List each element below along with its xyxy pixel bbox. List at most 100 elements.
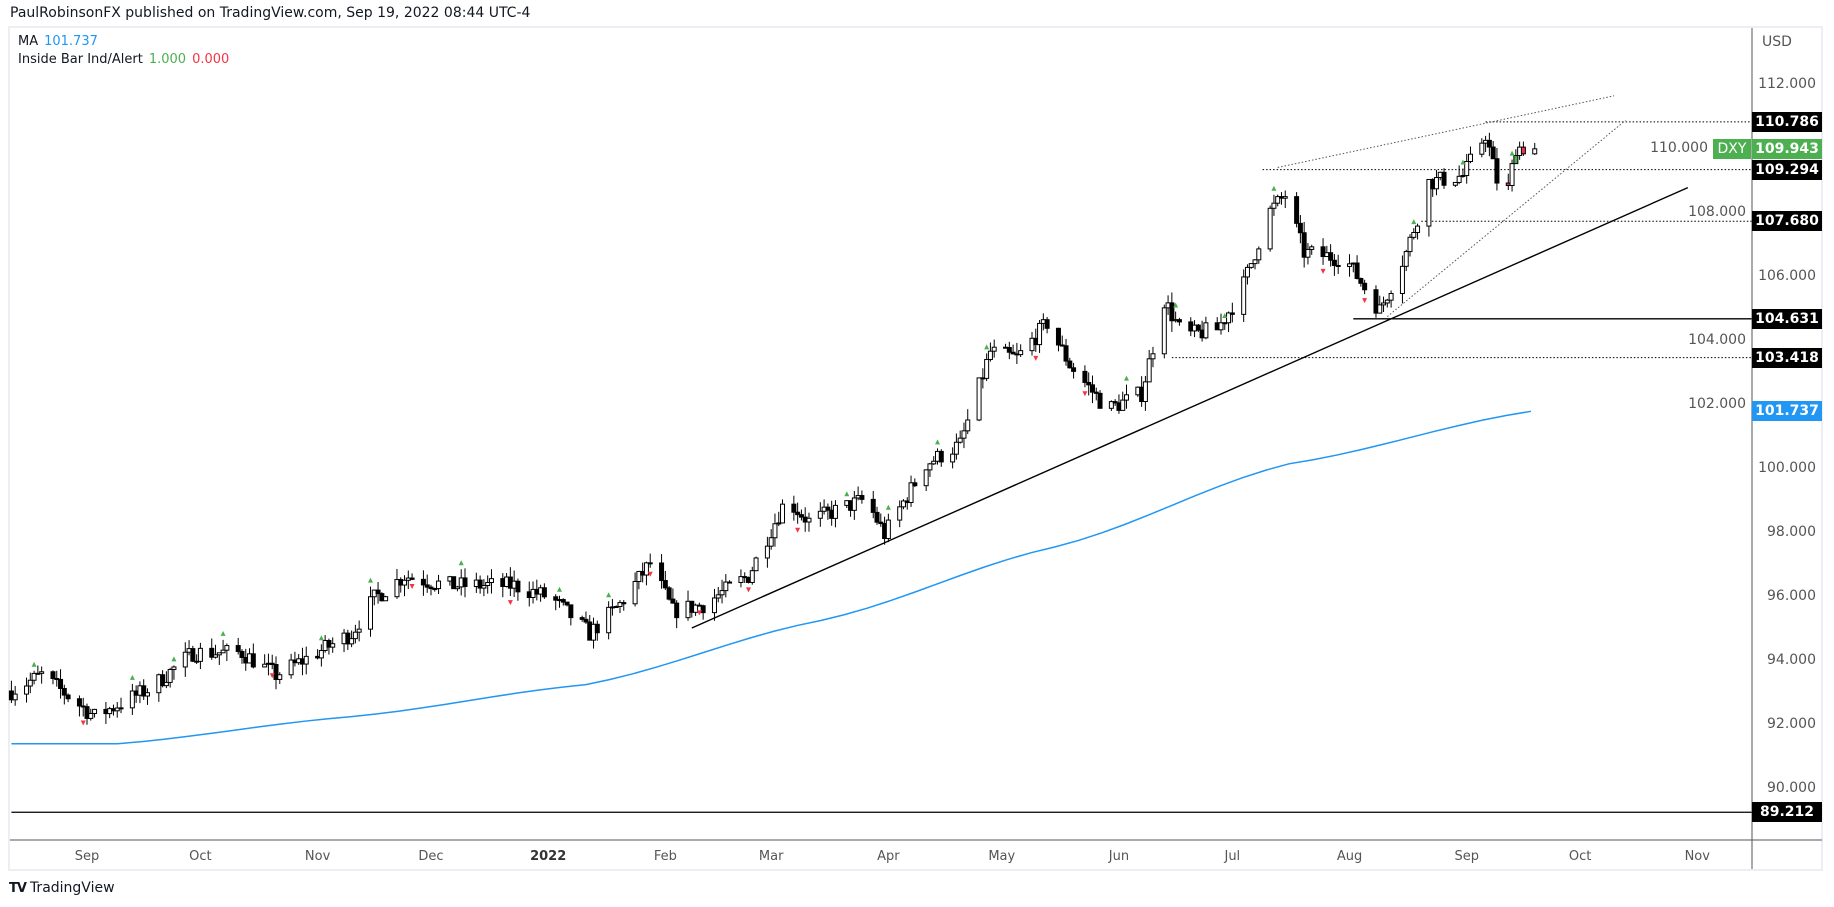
candle-up (1037, 322, 1043, 346)
x-tick-label: Dec (418, 849, 443, 864)
candle-down (50, 671, 56, 680)
candle-up (719, 590, 725, 596)
candle-down (583, 618, 589, 623)
y-tick-label: 102.000 (1688, 396, 1746, 412)
inside-bar-up-marker-icon (935, 439, 940, 445)
x-tick-label: Oct (1569, 849, 1591, 864)
candle-up (1464, 161, 1470, 177)
inside-bar-up-marker-icon (984, 344, 990, 350)
candle-up (171, 666, 177, 670)
candle-down (451, 576, 457, 590)
candle-up (749, 570, 755, 583)
x-tick-label: Jul (1223, 849, 1240, 864)
candle-up (1309, 246, 1315, 250)
inside-bar-up-marker-icon (885, 504, 891, 510)
inside-bar-up-marker-icon (1222, 312, 1228, 318)
tradingview-logo[interactable]: TV TradingView (9, 880, 115, 896)
inside-bar-up-marker-icon (318, 635, 324, 641)
y-tick-label: 110.000 (1650, 140, 1708, 156)
candle-up (764, 545, 770, 559)
candle-up (224, 645, 230, 651)
candle-down (541, 587, 547, 598)
price-label-110.786: 110.786 (1752, 111, 1822, 132)
inside-bar-up-marker-icon (220, 630, 226, 636)
candle-down (76, 698, 82, 707)
inside-bar-down-marker-icon (1320, 268, 1326, 274)
candle-up (182, 651, 188, 668)
x-tick-label: Sep (75, 849, 100, 864)
inside-bar-up-marker-icon (1124, 375, 1129, 381)
x-tick-label: Sep (1454, 849, 1479, 864)
candle-up (1467, 153, 1473, 163)
candle-up (39, 671, 45, 674)
candle-down (1169, 302, 1175, 322)
candle-down (1071, 367, 1077, 372)
candle-up (27, 679, 33, 687)
candle-down (594, 623, 600, 634)
candle-up (1381, 302, 1387, 306)
candle-down (1354, 262, 1360, 279)
candle-down (375, 589, 381, 595)
inside-bar-up-marker-icon (171, 656, 177, 662)
candle-down (874, 511, 880, 523)
candle-up (1161, 307, 1167, 355)
candle-up (606, 606, 612, 634)
y-tick-label: 98.000 (1767, 524, 1816, 540)
inside-bar-up-marker-icon (31, 661, 37, 667)
candle-up (984, 358, 990, 379)
candle-up (1407, 236, 1413, 253)
candle-up (1248, 263, 1254, 268)
candle-up (118, 707, 124, 710)
x-tick-label: Oct (189, 849, 211, 864)
candle-down (1089, 384, 1095, 393)
inside-bar-up-marker-icon (844, 491, 850, 497)
inside-bar-down-marker-icon (746, 587, 751, 593)
candle-down (424, 584, 430, 588)
candle-up (383, 596, 389, 602)
candle-down (870, 498, 876, 513)
candle-up (753, 557, 759, 572)
y-tick-label: 96.000 (1767, 588, 1816, 604)
candle-down (1335, 264, 1341, 267)
candle-up (368, 596, 373, 630)
candle-down (1297, 222, 1303, 234)
inside-bar-down-marker-icon (409, 584, 415, 590)
candle-up (1347, 263, 1353, 267)
price-label-103.418: 103.418 (1752, 347, 1822, 368)
candle-down (647, 562, 653, 565)
candle-up (1415, 225, 1421, 234)
candle-up (1377, 304, 1383, 314)
candle-down (564, 601, 570, 606)
candle-down (798, 514, 804, 518)
candle-down (1044, 319, 1050, 329)
candle-up (1120, 399, 1126, 411)
ma-legend-label: MA (18, 34, 39, 49)
candle-up (481, 584, 487, 589)
y-tick-label: 92.000 (1767, 716, 1816, 732)
candle-down (662, 580, 668, 589)
y-tick-label: 90.000 (1767, 780, 1816, 796)
candle-down (1358, 277, 1364, 284)
chart-legend: MA 101.737 Inside Bar Ind/Alert 1.000 0.000 (18, 33, 235, 69)
upper-wedge-line (1277, 95, 1615, 168)
x-tick-label: Jun (1108, 849, 1129, 864)
candle-up (772, 523, 778, 539)
inside-bar-legend-label: Inside Bar Ind/Alert (18, 52, 143, 67)
candle-up (318, 650, 324, 659)
candle-up (1108, 401, 1114, 409)
candle-up (1433, 177, 1439, 190)
candle-down (61, 687, 67, 696)
candle-up (1018, 350, 1024, 356)
candle-down (1441, 171, 1447, 186)
candle-down (428, 586, 434, 590)
candle-up (931, 460, 937, 465)
candle-down (553, 596, 559, 601)
candle-down (938, 450, 944, 463)
candle-up (1142, 381, 1148, 403)
ma-price-label: 101.737 (1752, 401, 1822, 422)
candle-up (1426, 178, 1432, 227)
candle-up (636, 570, 642, 583)
candle-up (288, 659, 294, 676)
candle-down (878, 521, 884, 525)
